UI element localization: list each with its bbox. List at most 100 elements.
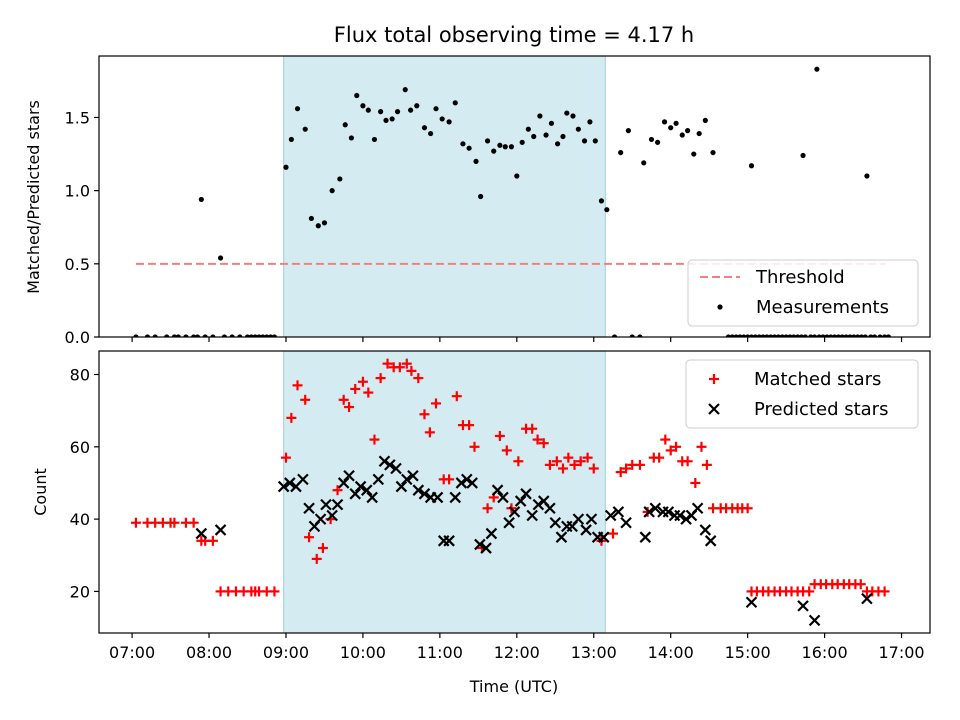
legend-matched-label: Matched stars xyxy=(754,369,881,390)
panel-1-marks xyxy=(130,358,890,627)
matched-star-point xyxy=(742,503,753,514)
predicted-star-point xyxy=(491,484,504,496)
measurement-point xyxy=(221,334,228,337)
predicted-star-point xyxy=(503,516,515,529)
measurement-point xyxy=(741,334,747,337)
predicted-star-point xyxy=(400,473,413,486)
matched-star-point xyxy=(696,441,707,452)
measurement-point xyxy=(133,334,139,337)
measurement-point xyxy=(637,334,643,337)
y-tick-label: 60 xyxy=(70,438,90,457)
matched-star-point xyxy=(588,463,599,474)
predicted-star-point xyxy=(474,538,486,551)
y-tick-label: 1.5 xyxy=(65,108,90,127)
measurement-point xyxy=(484,138,491,144)
predicted-star-point xyxy=(320,498,332,511)
measurement-point xyxy=(798,334,805,337)
measurement-point xyxy=(537,113,543,119)
measurement-point xyxy=(365,107,371,113)
chart-title: Flux total observing time = 4.17 h xyxy=(334,23,694,47)
matched-star-point xyxy=(188,517,199,528)
predicted-star-point xyxy=(449,491,462,504)
measurement-point xyxy=(745,334,751,337)
measurement-point xyxy=(756,334,762,337)
measurement-point xyxy=(302,126,308,132)
measurement-point xyxy=(378,109,384,115)
measurement-point xyxy=(256,334,262,337)
measurement-point xyxy=(768,334,774,337)
measurement-point xyxy=(202,334,208,337)
x-tick-label: 11:00 xyxy=(417,643,463,662)
measurement-point xyxy=(795,334,801,337)
matched-star-point xyxy=(169,517,180,528)
measurement-point xyxy=(531,133,537,140)
measurement-point xyxy=(508,144,515,150)
predicted-star-point xyxy=(466,477,478,489)
x-tick-label: 15:00 xyxy=(725,643,771,662)
measurement-point xyxy=(625,128,631,134)
measurement-point xyxy=(791,334,797,337)
predicted-star-point xyxy=(549,516,562,529)
x-tick-label: 08:00 xyxy=(186,643,232,662)
predicted-star-point xyxy=(277,480,290,493)
measurement-point xyxy=(835,334,842,337)
matched-star-point xyxy=(551,456,562,467)
measurement-point xyxy=(271,334,278,337)
measurement-point xyxy=(210,334,216,337)
matched-star-point xyxy=(682,456,693,467)
measurement-point xyxy=(855,334,861,337)
measurement-point xyxy=(308,215,314,222)
measurement-point xyxy=(428,130,434,137)
predicted-star-point xyxy=(639,531,652,543)
measurement-point xyxy=(144,334,151,337)
measurement-point xyxy=(685,128,691,134)
measurement-point xyxy=(800,152,806,159)
matched-star-point xyxy=(690,477,701,488)
measurement-point xyxy=(862,334,868,337)
matched-star-point xyxy=(563,452,574,463)
matched-star-point xyxy=(494,430,505,441)
matched-star-point xyxy=(304,532,315,543)
measurement-point xyxy=(473,158,479,164)
matched-star-point xyxy=(363,387,374,398)
measurement-point xyxy=(828,334,834,337)
predicted-star-point xyxy=(861,592,873,605)
matched-star-point xyxy=(469,441,480,452)
measurement-point xyxy=(248,334,254,337)
legend-predicted-swatch xyxy=(708,403,720,415)
x-axis-label: Time (UTC) xyxy=(469,677,558,696)
matched-star-point xyxy=(665,445,676,456)
measurement-point xyxy=(244,334,251,337)
measurement-point xyxy=(466,145,472,151)
matched-star-point xyxy=(654,452,665,463)
shaded-observing-interval xyxy=(283,350,606,634)
measurement-point xyxy=(198,196,204,203)
measurement-point xyxy=(575,126,581,132)
measurement-point xyxy=(478,193,484,200)
measurement-point xyxy=(321,220,328,226)
predicted-star-point xyxy=(384,459,396,471)
measurement-point xyxy=(877,334,883,337)
measurement-point xyxy=(808,334,814,337)
measurement-point xyxy=(570,113,576,119)
matched-star-point xyxy=(544,459,555,470)
predicted-star-point xyxy=(544,502,556,515)
measurement-point xyxy=(439,116,445,122)
measurement-point xyxy=(673,120,679,126)
measurement-point xyxy=(710,149,716,156)
matched-star-point xyxy=(431,398,442,409)
measurement-point xyxy=(696,130,702,137)
matched-star-point xyxy=(569,459,580,470)
measurement-point xyxy=(661,119,668,125)
matched-star-point xyxy=(280,452,291,463)
measurement-point xyxy=(811,334,818,337)
measurement-point xyxy=(839,334,845,337)
matched-star-point xyxy=(394,362,405,373)
matched-star-point xyxy=(482,503,493,514)
measurement-point xyxy=(183,334,189,337)
measurement-point xyxy=(787,334,793,337)
predicted-star-point xyxy=(395,480,408,493)
predicted-star-point xyxy=(699,524,712,536)
y-tick-label: 20 xyxy=(70,582,90,601)
